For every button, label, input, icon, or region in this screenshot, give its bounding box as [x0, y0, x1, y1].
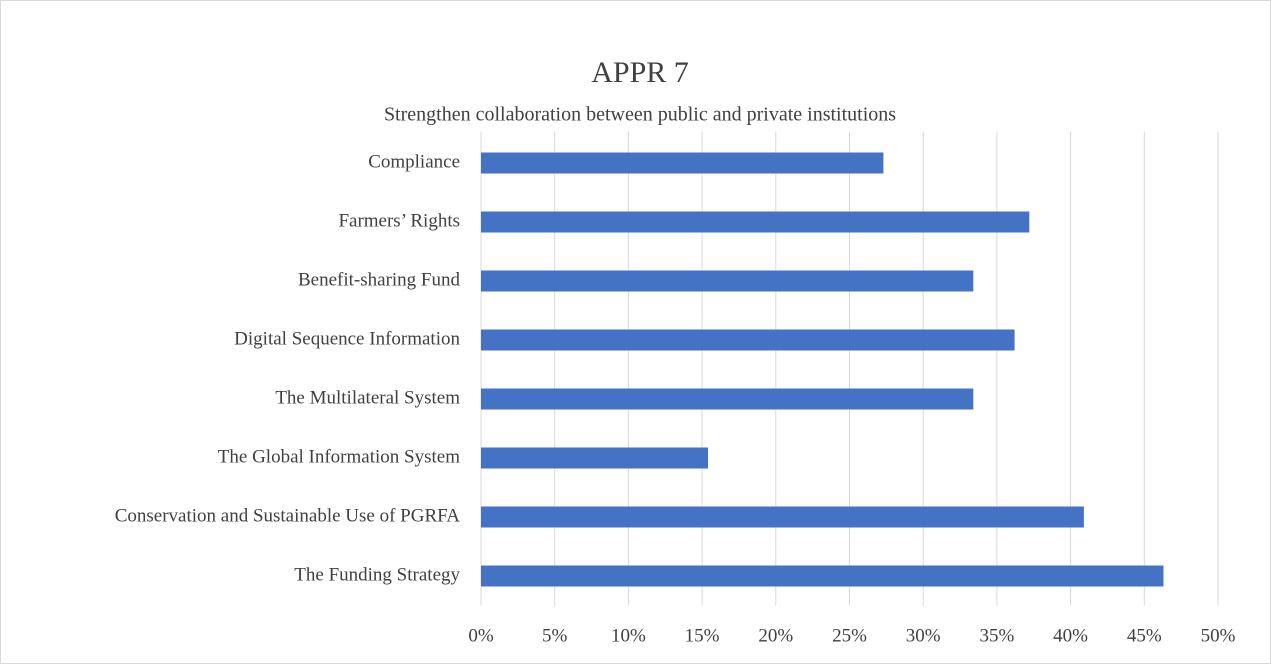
x-tick-label: 40%: [1053, 625, 1088, 646]
bar: [481, 152, 884, 174]
chart-title: APPR 7: [591, 56, 689, 89]
y-tick-label: Benefit-sharing Fund: [298, 269, 461, 290]
y-tick-label: The Funding Strategy: [294, 564, 460, 585]
x-tick-label: 15%: [685, 625, 720, 646]
x-tick-label: 35%: [979, 625, 1014, 646]
y-tick-label: Conservation and Sustainable Use of PGRF…: [115, 505, 461, 526]
bar: [481, 211, 1030, 233]
x-tick-label: 5%: [542, 625, 568, 646]
x-tick-label: 20%: [758, 625, 793, 646]
y-tick-label: Digital Sequence Information: [234, 328, 460, 349]
y-tick-label: The Multilateral System: [275, 387, 460, 408]
bar: [481, 447, 708, 469]
x-tick-label: 30%: [906, 625, 941, 646]
bar: [481, 388, 974, 410]
chart-subtitle: Strengthen collaboration between public …: [384, 104, 896, 126]
bar: [481, 329, 1015, 351]
y-tick-label: Farmers’ Rights: [338, 210, 460, 231]
x-tick-label: 25%: [832, 625, 867, 646]
x-tick-label: 0%: [468, 625, 494, 646]
y-tick-label: The Global Information System: [218, 446, 460, 467]
x-tick-label: 45%: [1127, 625, 1162, 646]
y-tick-label: Compliance: [368, 151, 460, 172]
x-tick-label: 10%: [611, 625, 646, 646]
bar: [481, 506, 1084, 528]
x-tick-label: 50%: [1201, 625, 1236, 646]
bar: [481, 270, 974, 292]
bar: [481, 565, 1164, 587]
